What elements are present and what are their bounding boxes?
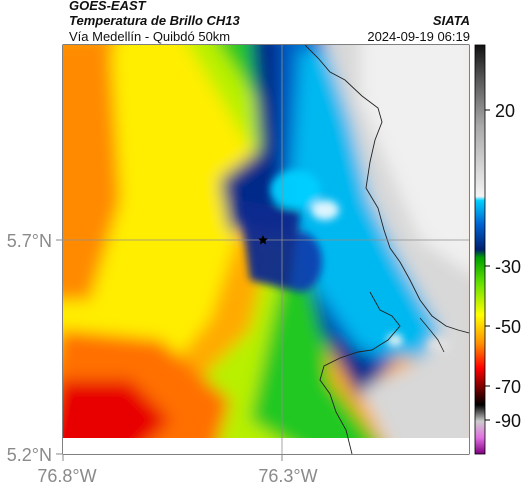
product-title: Temperatura de Brillo CH13 <box>69 13 240 28</box>
border-line <box>319 291 401 454</box>
timestamp-label: 2024-09-19 06:19 <box>367 29 470 44</box>
lon-tick-label: 76.8°W <box>37 466 96 486</box>
star-marker <box>258 235 268 245</box>
lon-tick-label: 76.3°W <box>258 466 317 486</box>
organization-label: SIATA <box>432 13 470 28</box>
colorbar-tick-label: -50 <box>495 317 521 337</box>
colorbar <box>474 44 486 455</box>
colorbar-tick-label: -70 <box>495 377 521 397</box>
colorbar-tick-label: -90 <box>495 411 521 431</box>
lat-tick-label: 5.2°N <box>7 445 52 465</box>
river-line <box>419 317 445 353</box>
colorbar-tick-label: -30 <box>495 257 521 277</box>
coastline <box>304 45 469 334</box>
lat-tick-label: 5.7°N <box>7 231 52 251</box>
region-subtitle: Vía Medellín - Quibdó 50km <box>69 29 231 44</box>
colorbar-tick-label: 20 <box>495 101 515 121</box>
temperature-field <box>63 45 469 454</box>
colorbar-ticks <box>485 109 490 421</box>
satellite-title: GOES-EAST <box>69 0 146 13</box>
